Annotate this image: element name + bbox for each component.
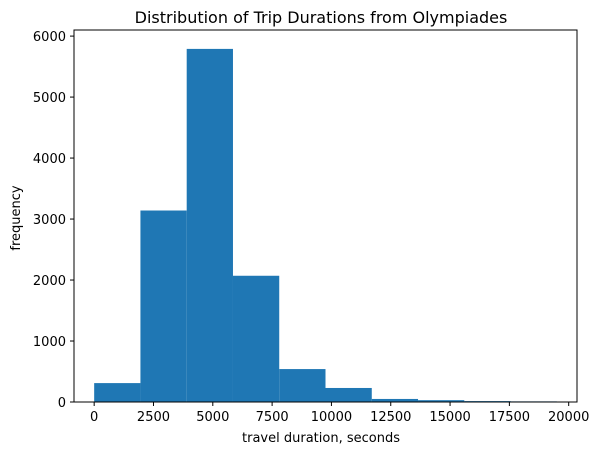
x-axis-ticks: 0 2500 5000 7500 10000 12500 15000 17500 20000 <box>90 402 589 425</box>
y-tick-label: 0 <box>58 396 66 411</box>
y-axis-label: frequency <box>9 185 24 251</box>
x-tick-label: 0 <box>90 410 98 425</box>
histogram-bar <box>279 369 326 402</box>
y-tick-label: 3000 <box>33 213 66 228</box>
x-tick-label: 5000 <box>196 410 229 425</box>
histogram-bar <box>94 383 141 402</box>
histogram-bar <box>186 48 233 403</box>
x-tick-label: 20000 <box>548 410 589 425</box>
histogram-bar <box>371 398 419 402</box>
histogram-bar <box>418 400 465 402</box>
x-tick-label: 10000 <box>311 410 352 425</box>
x-tick-label: 7500 <box>256 410 289 425</box>
histogram-bar <box>140 210 187 402</box>
histogram-bar <box>232 275 280 402</box>
x-axis-label: travel duration, seconds <box>242 431 400 446</box>
x-tick-label: 15000 <box>429 410 470 425</box>
bars-group <box>94 48 557 403</box>
histogram-bar <box>325 387 372 402</box>
y-tick-label: 4000 <box>33 152 66 167</box>
y-tick-label: 2000 <box>33 274 66 289</box>
chart-title: Distribution of Trip Durations from Olym… <box>135 8 508 27</box>
plot-frame <box>73 29 578 403</box>
x-tick-label: 12500 <box>370 410 411 425</box>
x-tick-label: 17500 <box>489 410 530 425</box>
x-tick-label: 2500 <box>137 410 170 425</box>
y-tick-label: 6000 <box>33 30 66 45</box>
y-axis-ticks: 0 1000 2000 3000 4000 5000 6000 <box>33 30 74 411</box>
y-tick-label: 1000 <box>33 335 66 350</box>
y-tick-label: 5000 <box>33 91 66 106</box>
